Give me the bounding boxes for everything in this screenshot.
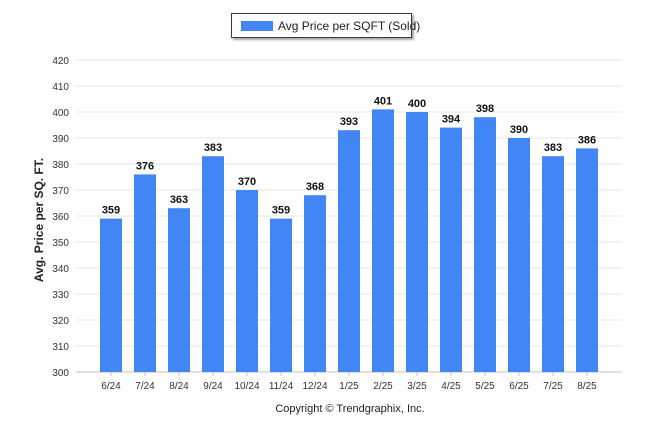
data-label: 383 [204, 142, 222, 154]
data-label: 359 [102, 205, 120, 217]
bar [508, 138, 530, 372]
bar [100, 218, 122, 372]
y-tick-label: 340 [52, 264, 69, 275]
y-tick-label: 370 [52, 186, 69, 197]
bar [304, 195, 326, 372]
bar [372, 109, 394, 373]
y-tick-label: 360 [52, 212, 69, 223]
data-label: 370 [238, 176, 256, 188]
data-label: 390 [510, 124, 528, 136]
y-tick-label: 310 [52, 342, 69, 353]
y-axis-ticks: 300 310 320 330 340 350 360 370 380 390 400 410 420 [52, 56, 69, 379]
y-tick-label: 330 [52, 290, 69, 301]
data-label: 401 [374, 95, 392, 107]
data-label: 400 [408, 98, 426, 110]
x-tick-label: 6/25 [509, 381, 529, 392]
bar [202, 156, 224, 372]
y-tick-label: 350 [52, 238, 69, 249]
data-label: 368 [306, 181, 324, 193]
bar [542, 156, 564, 372]
data-label: 359 [272, 205, 290, 217]
bar [406, 112, 428, 372]
y-tick-label: 400 [52, 108, 69, 119]
x-tick-label: 2/25 [373, 381, 393, 392]
bars [100, 109, 598, 373]
x-tick-label: 4/25 [441, 381, 461, 392]
data-label: 386 [578, 134, 596, 146]
legend: Avg Price per SQFT (Sold) [231, 13, 420, 38]
bar [168, 208, 190, 372]
x-tick-label: 1/25 [339, 381, 359, 392]
legend-label: Avg Price per SQFT (Sold) [278, 19, 421, 33]
bar [236, 190, 258, 372]
x-tick-label: 7/25 [543, 381, 563, 392]
x-tick-label: 6/24 [101, 381, 121, 392]
x-tick-label: 11/24 [269, 381, 294, 392]
x-axis-ticks: 6/24 7/24 8/24 9/24 10/24 11/24 12/24 1/25 2/25 3… [101, 372, 597, 392]
copyright-text: Copyright © Trendgraphix, Inc. [275, 403, 425, 415]
y-tick-label: 380 [52, 160, 69, 171]
bar [338, 130, 360, 372]
data-label: 394 [442, 114, 461, 126]
y-tick-label: 420 [52, 56, 69, 67]
y-tick-label: 410 [52, 82, 69, 93]
bar [270, 218, 292, 372]
data-label: 363 [170, 194, 188, 206]
data-label: 398 [476, 103, 494, 115]
legend-swatch [241, 21, 273, 31]
bar [440, 127, 462, 372]
data-labels: 359 376 363 383 370 359 368 393 401 400 394 398 390 3… [102, 95, 596, 216]
bar [474, 117, 496, 372]
x-tick-label: 10/24 [234, 381, 259, 392]
x-tick-label: 7/24 [135, 381, 155, 392]
x-tick-label: 9/24 [203, 381, 223, 392]
y-axis-label: Avg. Price per SQ. FT. [32, 157, 46, 283]
x-tick-label: 12/24 [302, 381, 327, 392]
x-tick-label: 8/25 [577, 381, 597, 392]
y-tick-label: 390 [52, 134, 69, 145]
data-label: 383 [544, 142, 562, 154]
bar [576, 148, 598, 372]
x-tick-label: 8/24 [169, 381, 189, 392]
y-tick-label: 300 [52, 368, 69, 379]
x-tick-label: 3/25 [407, 381, 427, 392]
bar [134, 174, 156, 372]
data-label: 393 [340, 116, 358, 128]
x-tick-label: 5/25 [475, 381, 495, 392]
y-tick-label: 320 [52, 316, 69, 327]
data-label: 376 [136, 160, 154, 172]
